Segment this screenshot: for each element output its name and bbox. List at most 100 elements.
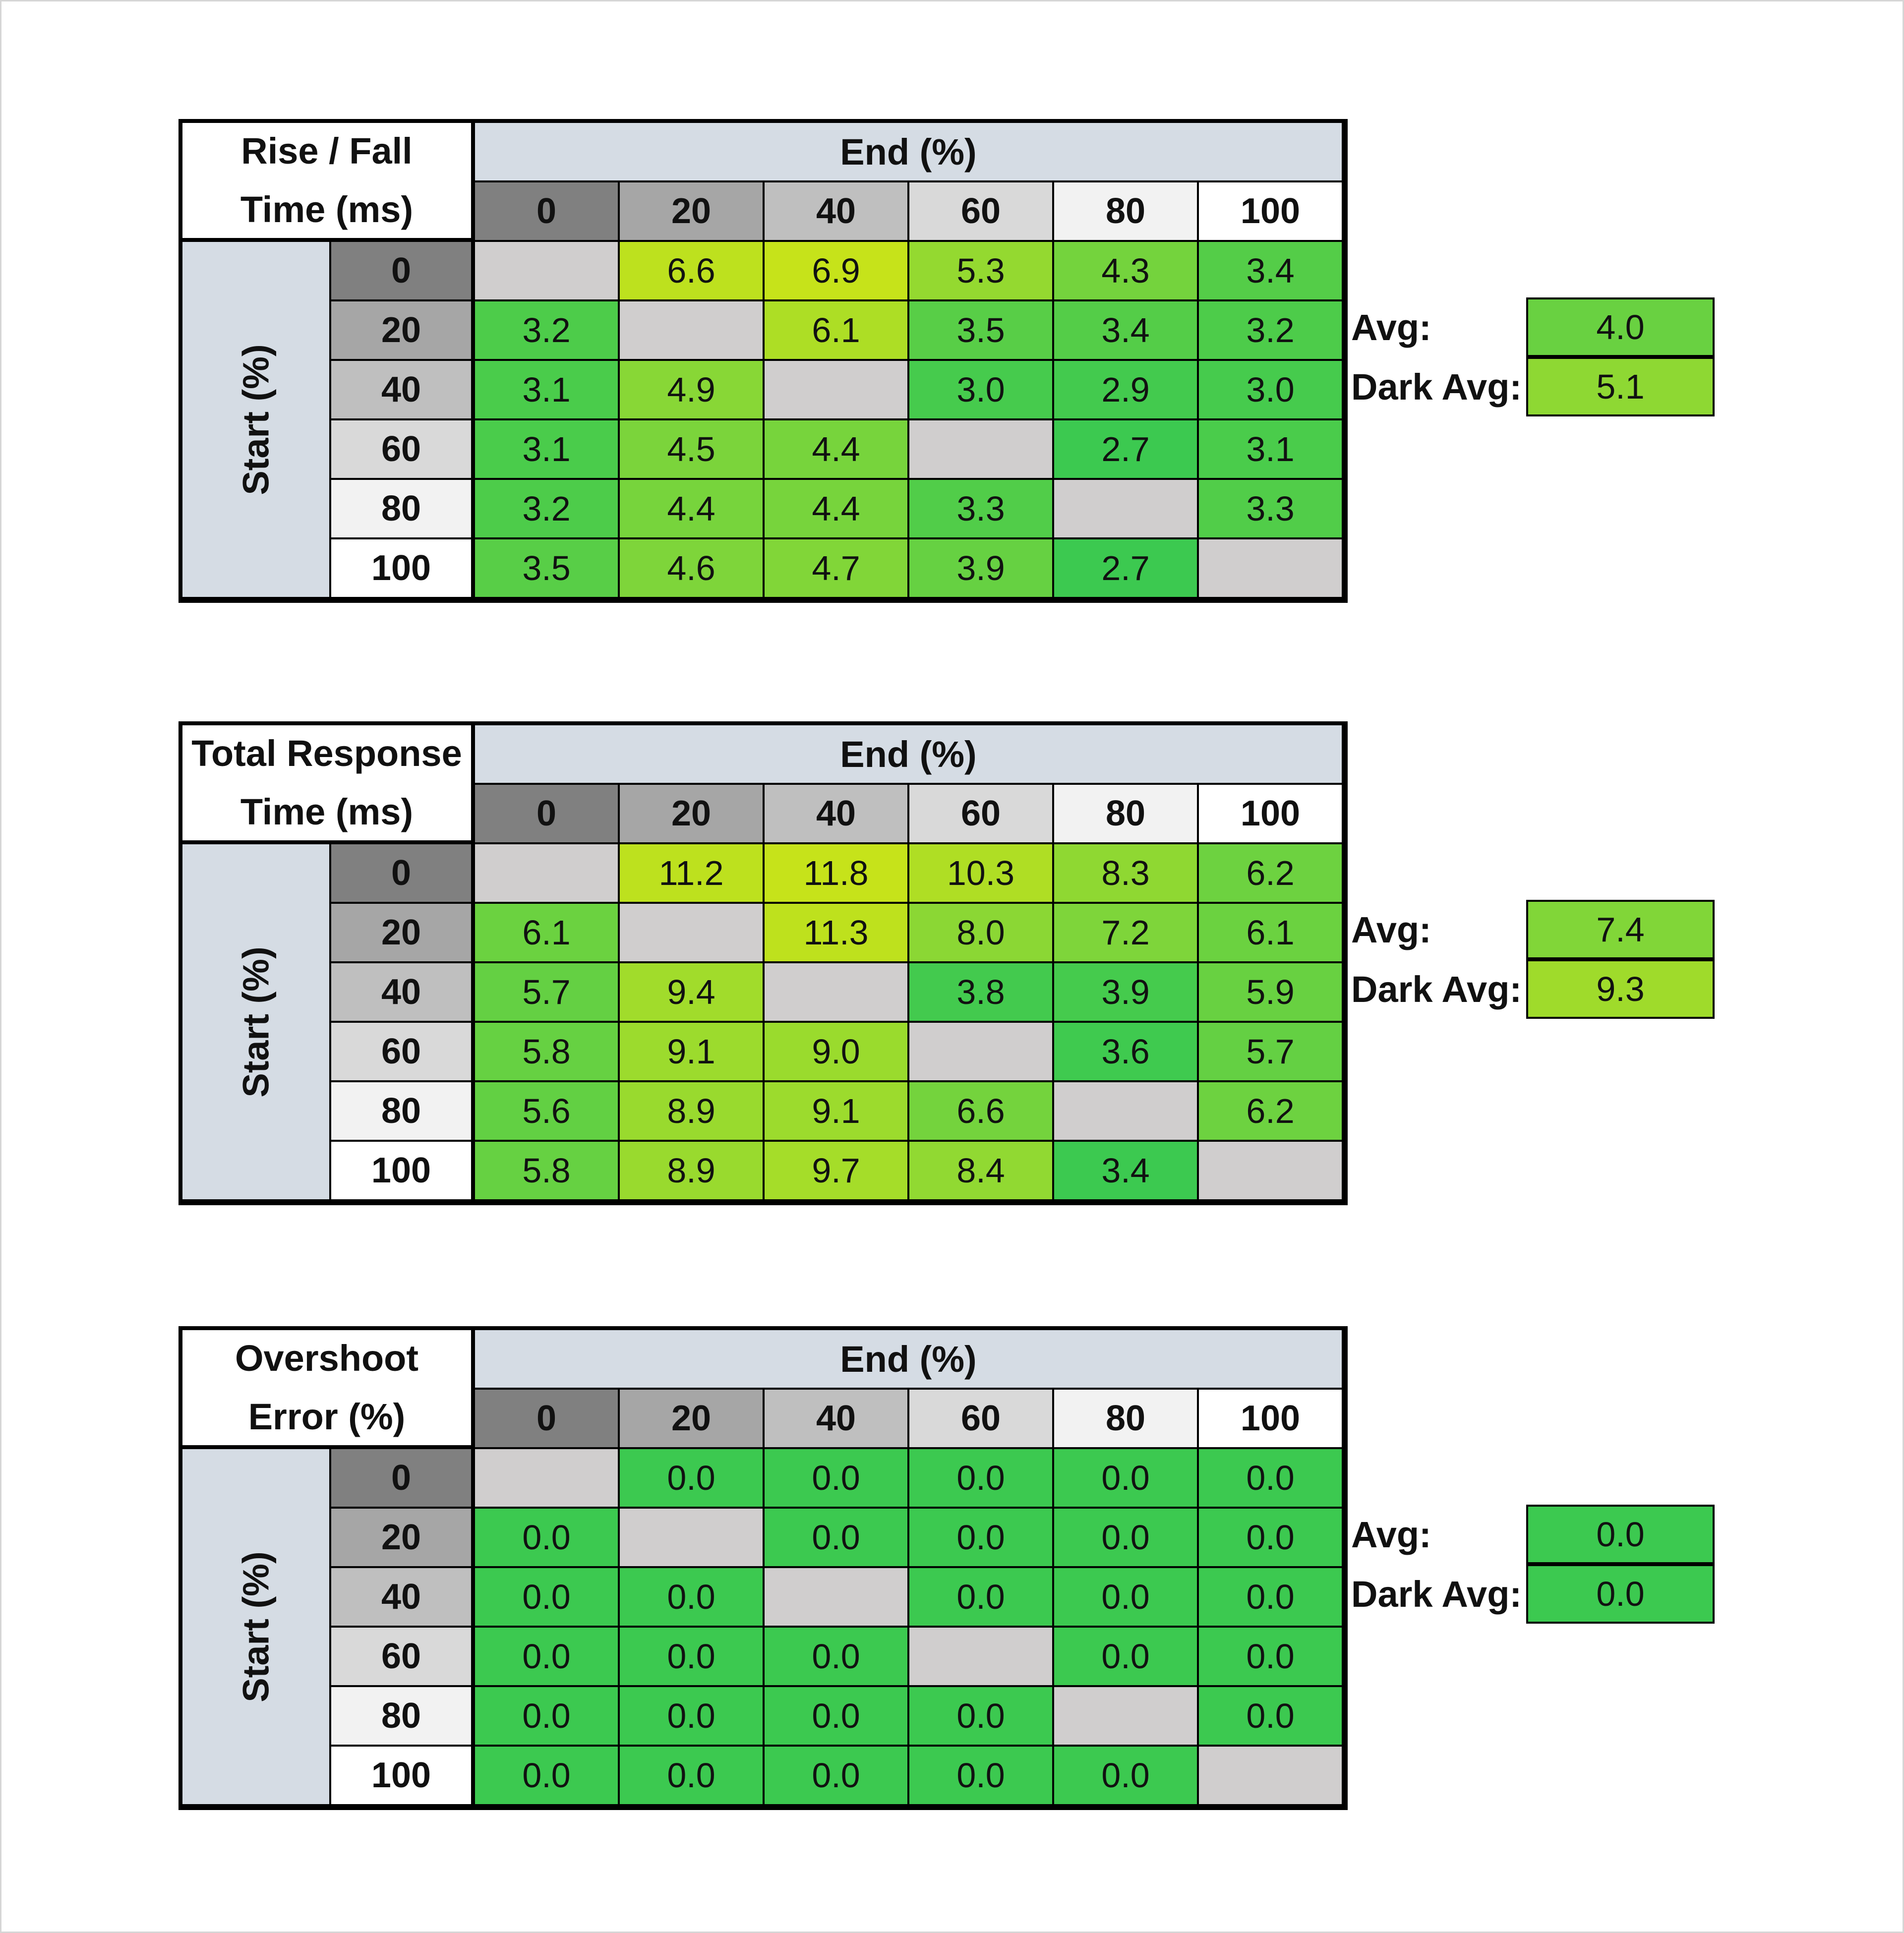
- value-cell: 3.8: [909, 963, 1054, 1023]
- empty-cell: [909, 1628, 1054, 1687]
- value-cell: 10.3: [909, 844, 1054, 904]
- value-cell: 6.2: [1199, 844, 1344, 904]
- column-header: 60: [909, 182, 1054, 242]
- empty-cell: [909, 1023, 1054, 1082]
- avg-label: Avg:: [1351, 306, 1431, 348]
- row-header: 60: [331, 420, 475, 480]
- empty-cell: [1054, 1687, 1199, 1747]
- empty-cell: [620, 904, 765, 963]
- value-cell: 3.3: [1199, 480, 1344, 539]
- avg-label: Avg:: [1351, 909, 1431, 950]
- row-header: 40: [331, 963, 475, 1023]
- value-cell: 6.1: [765, 301, 909, 361]
- value-cell: 4.7: [765, 539, 909, 599]
- value-cell: 5.3: [909, 242, 1054, 301]
- value-cell: 0.0: [620, 1568, 765, 1628]
- value-cell: 3.5: [475, 539, 620, 599]
- column-header: 60: [909, 1390, 1054, 1449]
- start-axis-label: Start (%): [182, 844, 331, 1201]
- value-cell: 2.7: [1054, 420, 1199, 480]
- value-cell: 3.9: [1054, 963, 1199, 1023]
- value-cell: 3.2: [475, 301, 620, 361]
- row-header: 80: [331, 480, 475, 539]
- value-cell: 5.8: [475, 1142, 620, 1201]
- value-cell: 0.0: [1054, 1509, 1199, 1568]
- value-cell: 6.1: [475, 904, 620, 963]
- column-header: 100: [1199, 182, 1344, 242]
- value-cell: 0.0: [909, 1449, 1054, 1509]
- empty-cell: [1199, 539, 1344, 599]
- row-header: 40: [331, 361, 475, 420]
- avg-value: 7.4: [1526, 900, 1715, 959]
- value-cell: 0.0: [620, 1449, 765, 1509]
- row-header: 100: [331, 1142, 475, 1201]
- table-title: Overshoot Error (%): [182, 1330, 475, 1449]
- heatmap-grid: Rise / Fall Time (ms) End (%) 0 20 40 60 80 100 S…: [178, 119, 1348, 603]
- value-cell: 0.0: [909, 1568, 1054, 1628]
- column-header: 20: [620, 182, 765, 242]
- column-header: 20: [620, 785, 765, 844]
- end-axis-label: End (%): [475, 123, 1344, 182]
- empty-cell: [909, 420, 1054, 480]
- value-cell: 0.0: [475, 1687, 620, 1747]
- start-axis-label: Start (%): [182, 1449, 331, 1806]
- value-cell: 3.4: [1054, 1142, 1199, 1201]
- empty-cell: [765, 361, 909, 420]
- empty-cell: [765, 963, 909, 1023]
- value-cell: 7.2: [1054, 904, 1199, 963]
- table-title-line: Overshoot: [235, 1338, 419, 1379]
- value-cell: 0.0: [1054, 1628, 1199, 1687]
- value-cell: 3.1: [475, 361, 620, 420]
- value-cell: 0.0: [1054, 1568, 1199, 1628]
- table-title: Rise / Fall Time (ms): [182, 123, 475, 242]
- table-title: Total Response Time (ms): [182, 725, 475, 844]
- value-cell: 4.6: [620, 539, 765, 599]
- overshoot-table: Overshoot Error (%) End (%) 0 20 40 60 80 100 Sta…: [178, 1326, 1726, 1812]
- dark-avg-value: 0.0: [1526, 1564, 1715, 1624]
- start-axis-text: Start (%): [235, 1551, 277, 1702]
- value-cell: 6.6: [620, 242, 765, 301]
- row-header: 40: [331, 1568, 475, 1628]
- row-header: 20: [331, 904, 475, 963]
- row-header: 20: [331, 1509, 475, 1568]
- value-cell: 4.5: [620, 420, 765, 480]
- heatmap-grid: Overshoot Error (%) End (%) 0 20 40 60 80 100 Sta…: [178, 1326, 1348, 1810]
- start-axis-text: Start (%): [235, 344, 277, 495]
- value-cell: 0.0: [1054, 1449, 1199, 1509]
- value-cell: 3.1: [1199, 420, 1344, 480]
- value-cell: 6.2: [1199, 1082, 1344, 1142]
- column-header: 0: [475, 182, 620, 242]
- value-cell: 5.7: [1199, 1023, 1344, 1082]
- row-header: 60: [331, 1628, 475, 1687]
- column-header: 80: [1054, 785, 1199, 844]
- value-cell: 3.5: [909, 301, 1054, 361]
- value-cell: 11.3: [765, 904, 909, 963]
- column-header: 80: [1054, 182, 1199, 242]
- start-axis-text: Start (%): [235, 946, 277, 1098]
- value-cell: 0.0: [475, 1628, 620, 1687]
- value-cell: 6.1: [1199, 904, 1344, 963]
- table-title-line: Rise / Fall: [241, 130, 413, 172]
- value-cell: 3.0: [909, 361, 1054, 420]
- value-cell: 9.1: [620, 1023, 765, 1082]
- value-cell: 8.0: [909, 904, 1054, 963]
- row-header: 0: [331, 242, 475, 301]
- dark-avg-label: Dark Avg:: [1351, 366, 1522, 408]
- value-cell: 0.0: [620, 1747, 765, 1806]
- value-cell: 4.4: [765, 480, 909, 539]
- value-cell: 4.9: [620, 361, 765, 420]
- column-header: 100: [1199, 785, 1344, 844]
- value-cell: 3.2: [1199, 301, 1344, 361]
- value-cell: 0.0: [765, 1747, 909, 1806]
- table-title-line: Error (%): [248, 1396, 406, 1437]
- value-cell: 3.1: [475, 420, 620, 480]
- column-header: 60: [909, 785, 1054, 844]
- value-cell: 4.3: [1054, 242, 1199, 301]
- value-cell: 6.9: [765, 242, 909, 301]
- column-header: 100: [1199, 1390, 1344, 1449]
- value-cell: 3.2: [475, 480, 620, 539]
- value-cell: 0.0: [620, 1628, 765, 1687]
- value-cell: 11.2: [620, 844, 765, 904]
- value-cell: 8.4: [909, 1142, 1054, 1201]
- total-response-table: Total Response Time (ms) End (%) 0 20 40 60 80 1…: [178, 721, 1726, 1207]
